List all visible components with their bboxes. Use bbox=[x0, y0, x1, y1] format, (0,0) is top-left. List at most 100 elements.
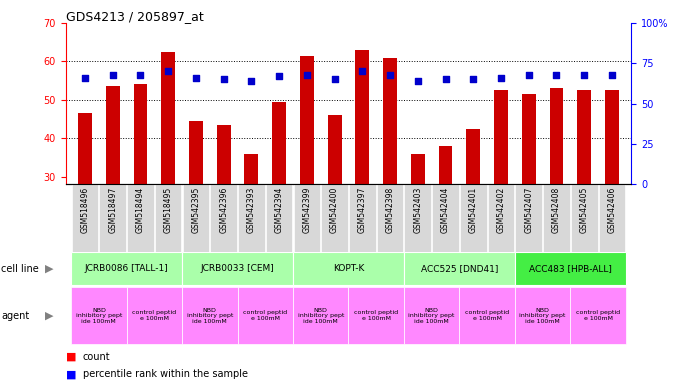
Text: percentile rank within the sample: percentile rank within the sample bbox=[83, 369, 248, 379]
Bar bbox=[189, 121, 203, 184]
Text: NBD
inhibitory pept
ide 100mM: NBD inhibitory pept ide 100mM bbox=[408, 308, 455, 324]
Point bbox=[107, 71, 118, 78]
Text: ■: ■ bbox=[66, 369, 76, 379]
Text: GSM542398: GSM542398 bbox=[386, 187, 395, 233]
Text: GSM542402: GSM542402 bbox=[497, 187, 506, 233]
Text: GSM518497: GSM518497 bbox=[108, 187, 117, 233]
Text: ▶: ▶ bbox=[45, 311, 53, 321]
Bar bbox=[106, 86, 119, 184]
Text: GSM542394: GSM542394 bbox=[275, 187, 284, 233]
Text: GSM542401: GSM542401 bbox=[469, 187, 477, 233]
Bar bbox=[432, 184, 459, 252]
Text: control peptid
e 100mM: control peptid e 100mM bbox=[132, 310, 177, 321]
Bar bbox=[266, 184, 293, 252]
Text: GSM518494: GSM518494 bbox=[136, 187, 145, 233]
Text: GSM542396: GSM542396 bbox=[219, 187, 228, 233]
Bar bbox=[71, 287, 126, 344]
Point bbox=[79, 75, 90, 81]
Point bbox=[357, 68, 368, 74]
Bar bbox=[126, 287, 182, 344]
Bar bbox=[439, 146, 453, 184]
Bar bbox=[293, 287, 348, 344]
Text: control peptid
e 100mM: control peptid e 100mM bbox=[465, 310, 509, 321]
Bar bbox=[161, 52, 175, 184]
Bar bbox=[494, 90, 508, 184]
Text: ACC483 [HPB-ALL]: ACC483 [HPB-ALL] bbox=[529, 264, 612, 273]
Text: control peptid
e 100mM: control peptid e 100mM bbox=[243, 310, 287, 321]
Point bbox=[579, 71, 590, 78]
Bar bbox=[515, 184, 542, 252]
Text: GSM542395: GSM542395 bbox=[191, 187, 200, 233]
Text: GSM542408: GSM542408 bbox=[552, 187, 561, 233]
Bar bbox=[515, 287, 571, 344]
Point bbox=[135, 71, 146, 78]
Text: NBD
inhibitory pept
ide 100mM: NBD inhibitory pept ide 100mM bbox=[297, 308, 344, 324]
Bar bbox=[272, 102, 286, 184]
Text: GSM542405: GSM542405 bbox=[580, 187, 589, 233]
Bar bbox=[322, 184, 348, 252]
Bar bbox=[355, 50, 369, 184]
Bar bbox=[78, 113, 92, 184]
Text: GSM542393: GSM542393 bbox=[247, 187, 256, 233]
Text: GSM518495: GSM518495 bbox=[164, 187, 172, 233]
Text: NBD
inhibitory pept
ide 100mM: NBD inhibitory pept ide 100mM bbox=[186, 308, 233, 324]
Text: JCRB0033 [CEM]: JCRB0033 [CEM] bbox=[201, 264, 275, 273]
Bar bbox=[127, 184, 154, 252]
Point bbox=[551, 71, 562, 78]
Bar bbox=[71, 252, 182, 285]
Text: control peptid
e 100mM: control peptid e 100mM bbox=[576, 310, 620, 321]
Text: count: count bbox=[83, 352, 110, 362]
Point bbox=[190, 75, 201, 81]
Bar bbox=[578, 90, 591, 184]
Text: GSM542403: GSM542403 bbox=[413, 187, 422, 233]
Bar bbox=[404, 287, 460, 344]
Bar bbox=[571, 184, 598, 252]
Bar bbox=[404, 252, 515, 285]
Bar bbox=[300, 56, 314, 184]
Text: JCRB0086 [TALL-1]: JCRB0086 [TALL-1] bbox=[85, 264, 168, 273]
Point bbox=[523, 71, 534, 78]
Text: ■: ■ bbox=[66, 352, 76, 362]
Text: GSM542407: GSM542407 bbox=[524, 187, 533, 233]
Bar bbox=[293, 184, 320, 252]
Point bbox=[163, 68, 174, 74]
Bar bbox=[411, 154, 425, 184]
Bar bbox=[488, 184, 514, 252]
Bar bbox=[571, 287, 626, 344]
Bar bbox=[182, 287, 237, 344]
Text: ACC525 [DND41]: ACC525 [DND41] bbox=[421, 264, 498, 273]
Text: GSM542400: GSM542400 bbox=[330, 187, 339, 233]
Bar bbox=[466, 129, 480, 184]
Bar bbox=[348, 287, 404, 344]
Bar bbox=[133, 84, 148, 184]
Bar bbox=[599, 184, 625, 252]
Text: ▶: ▶ bbox=[45, 264, 53, 274]
Text: KOPT-K: KOPT-K bbox=[333, 264, 364, 273]
Bar bbox=[460, 184, 486, 252]
Text: GSM542399: GSM542399 bbox=[302, 187, 311, 233]
Point bbox=[412, 78, 423, 84]
Text: NBD
inhibitory pept
ide 100mM: NBD inhibitory pept ide 100mM bbox=[520, 308, 566, 324]
Bar bbox=[210, 184, 237, 252]
Bar bbox=[404, 184, 431, 252]
Text: GSM542397: GSM542397 bbox=[358, 187, 367, 233]
Point bbox=[495, 75, 506, 81]
Point bbox=[329, 76, 340, 83]
Bar bbox=[183, 184, 209, 252]
Point bbox=[274, 73, 285, 79]
Bar bbox=[460, 287, 515, 344]
Text: GDS4213 / 205897_at: GDS4213 / 205897_at bbox=[66, 10, 204, 23]
Bar bbox=[237, 287, 293, 344]
Text: NBD
inhibitory pept
ide 100mM: NBD inhibitory pept ide 100mM bbox=[76, 308, 122, 324]
Bar bbox=[522, 94, 535, 184]
Point bbox=[302, 71, 313, 78]
Text: GSM542404: GSM542404 bbox=[441, 187, 450, 233]
Point bbox=[440, 76, 451, 83]
Point bbox=[246, 78, 257, 84]
Text: cell line: cell line bbox=[1, 264, 39, 274]
Bar bbox=[182, 252, 293, 285]
Bar bbox=[543, 184, 570, 252]
Text: control peptid
e 100mM: control peptid e 100mM bbox=[354, 310, 398, 321]
Bar bbox=[383, 58, 397, 184]
Bar bbox=[155, 184, 181, 252]
